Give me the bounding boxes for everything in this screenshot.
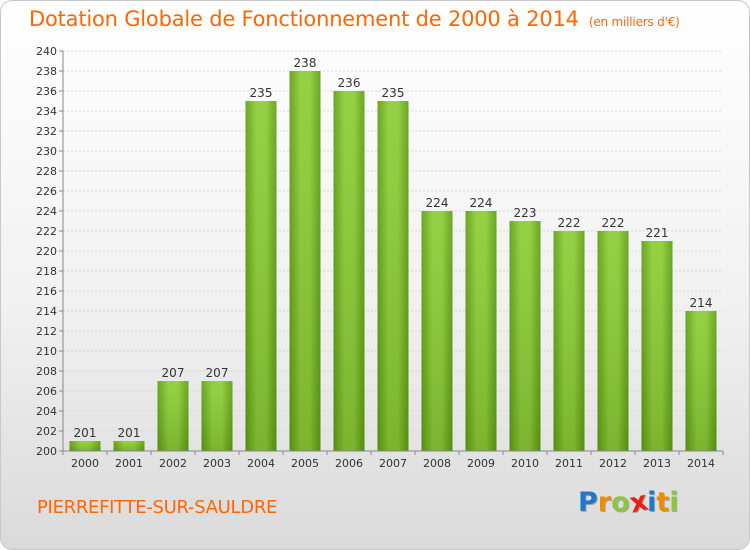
logo-letter: t <box>656 487 670 518</box>
y-axis: 200 202 204 206 208 210 212 214 216 218 220 222 224 2… <box>36 45 64 458</box>
y-tick-label: 224 <box>36 205 57 218</box>
x-tick-label: 2011 <box>555 457 583 470</box>
bar-value-label: 214 <box>690 296 713 310</box>
x-tick-label: 2006 <box>335 457 363 470</box>
x-tick-label: 2007 <box>379 457 407 470</box>
y-tick-label: 204 <box>36 405 57 418</box>
proxiti-logo: Proxiti <box>578 486 679 520</box>
bar-shade <box>69 441 101 451</box>
bar-shade <box>201 381 233 451</box>
logo-letter: i <box>669 487 679 518</box>
bar-value-label: 224 <box>470 196 493 210</box>
y-tick-label: 230 <box>36 145 57 158</box>
bar-shade <box>597 231 629 451</box>
bar-shade <box>157 381 189 451</box>
y-tick-label: 228 <box>36 165 57 178</box>
bar-shade <box>509 221 541 451</box>
y-tick-label: 232 <box>36 125 57 138</box>
x-axis: 2000 2001 2002 2003 2004 2005 2006 2007 2008 2009… <box>62 450 724 470</box>
bar-value-label: 235 <box>382 86 405 100</box>
y-tick-label: 222 <box>36 225 57 238</box>
y-tick-label: 214 <box>36 305 57 318</box>
bar-value-label: 236 <box>338 76 361 90</box>
x-tick-label: 2001 <box>115 457 143 470</box>
y-tick-label: 220 <box>36 245 57 258</box>
y-tick-label: 238 <box>36 65 57 78</box>
y-tick-label: 210 <box>36 345 57 358</box>
logo-letter: r <box>597 487 612 518</box>
x-tick-label: 2002 <box>159 457 187 470</box>
y-tick-label: 200 <box>36 445 57 458</box>
y-tick-label: 236 <box>36 85 57 98</box>
x-tick-label: 2005 <box>291 457 319 470</box>
bar-value-label: 221 <box>646 226 669 240</box>
bar-shade <box>289 71 321 451</box>
bar-shade <box>245 101 277 451</box>
y-tick-label: 202 <box>36 425 57 438</box>
bar-value-label: 223 <box>514 206 537 220</box>
y-tick-label: 208 <box>36 365 57 378</box>
bar-value-label: 207 <box>162 366 185 380</box>
x-tick-label: 2000 <box>71 457 99 470</box>
x-tick-label: 2013 <box>643 457 671 470</box>
y-tick-label: 206 <box>36 385 57 398</box>
bar-shade <box>641 241 673 451</box>
bars: 201 201 207 207 235 238 236 235 224 224 223 222 222 2… <box>69 56 717 451</box>
bar-shade <box>113 441 145 451</box>
x-tick-label: 2003 <box>203 457 231 470</box>
logo-letter: i <box>647 487 657 518</box>
bar-value-label: 235 <box>250 86 273 100</box>
bar-shade <box>553 231 585 451</box>
bar-shade <box>421 211 453 451</box>
bar-value-label: 222 <box>602 216 625 230</box>
x-tick-label: 2009 <box>467 457 495 470</box>
place-name: PIERREFITTE-SUR-SAULDRE <box>37 497 278 518</box>
chart-title: Dotation Globale de Fonctionnement de 20… <box>29 7 680 31</box>
x-tick-label: 2012 <box>599 457 627 470</box>
y-tick-label: 234 <box>36 105 57 118</box>
bar-value-label: 222 <box>558 216 581 230</box>
x-tick-label: 2010 <box>511 457 539 470</box>
bar-value-label: 207 <box>206 366 229 380</box>
bar-value-label: 201 <box>74 426 97 440</box>
bar-shade <box>465 211 497 451</box>
y-tick-label: 216 <box>36 285 57 298</box>
y-tick-label: 212 <box>36 325 57 338</box>
x-tick-label: 2014 <box>687 457 715 470</box>
logo-letter: o <box>611 487 630 518</box>
bar-value-label: 224 <box>426 196 449 210</box>
bar-value-label: 238 <box>294 56 317 70</box>
x-tick-label: 2004 <box>247 457 275 470</box>
bar-shade <box>377 101 409 451</box>
bar-shade <box>333 91 365 451</box>
title-text: Dotation Globale de Fonctionnement de 20… <box>29 7 579 31</box>
bar-value-label: 201 <box>118 426 141 440</box>
y-tick-label: 218 <box>36 265 57 278</box>
logo-letter: P <box>578 487 598 518</box>
y-tick-label: 240 <box>36 45 57 58</box>
bar-shade <box>685 311 717 451</box>
unit-note: (en milliers d'€) <box>588 15 680 29</box>
y-tick-label: 226 <box>36 185 57 198</box>
x-tick-label: 2008 <box>423 457 451 470</box>
